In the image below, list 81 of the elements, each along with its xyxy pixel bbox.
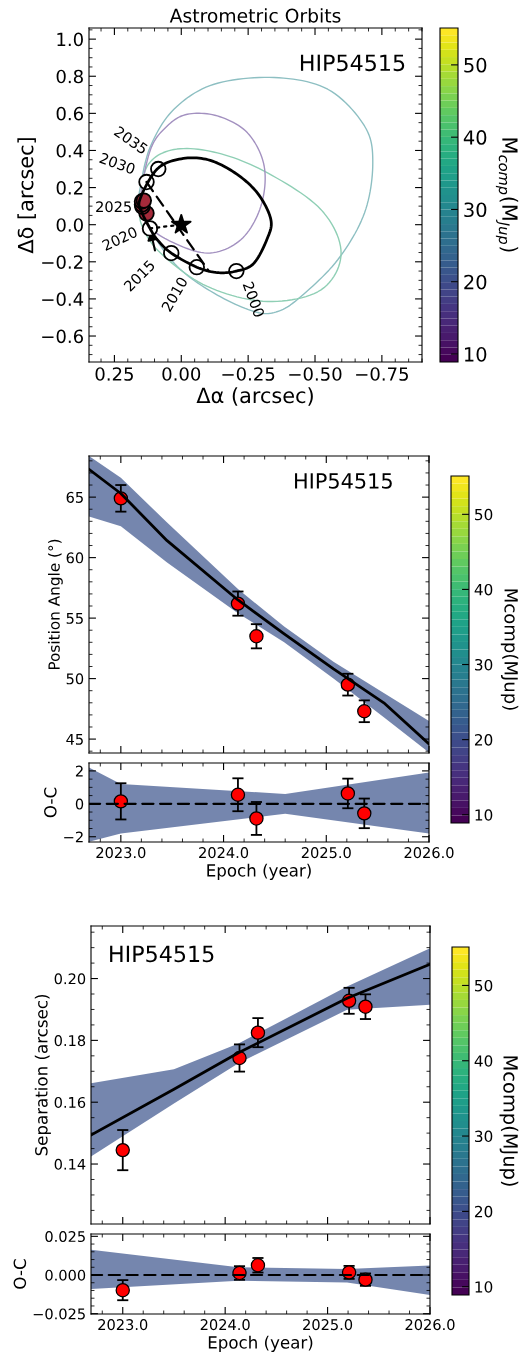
y-tick-label: 50 xyxy=(66,673,84,685)
point xyxy=(357,704,372,719)
point xyxy=(249,629,264,644)
color-bar-title: Mcomp(MJup) xyxy=(500,589,519,710)
y-tick-label: 0.2 xyxy=(56,181,83,195)
y-tick-label: 45 xyxy=(66,734,83,745)
color-bar-title: M$_{comp}$(M$_{Jup}$) xyxy=(495,138,519,252)
x-axis-title: Epoch (year) xyxy=(207,863,311,880)
y-axis-title: O-C xyxy=(13,1259,27,1289)
y-tick-label: 0.8 xyxy=(56,69,83,84)
y-tick-label: 65 xyxy=(66,491,83,503)
x-tick-label: −0.25 xyxy=(222,367,275,381)
color-bar-label: 50 xyxy=(475,979,493,992)
color-bar-label: 20 xyxy=(464,274,487,290)
color-bar-title: Mcomp(MJup) xyxy=(499,1056,519,1186)
y-axis-title: O-C xyxy=(44,787,57,818)
x-tick-label: 2023.0 xyxy=(98,1319,148,1331)
x-tick-label: −0.50 xyxy=(289,367,342,381)
x-tick-label: 2024.0 xyxy=(199,847,249,859)
y-tick-label: −2 xyxy=(64,831,83,843)
y-tick-label: −0.025 xyxy=(33,1308,85,1320)
y-tick-label: 0.025 xyxy=(45,1231,85,1243)
color-bar-label: 50 xyxy=(475,508,493,521)
annotation: 2025 xyxy=(96,201,131,213)
annotation: HIP54515 xyxy=(295,473,392,489)
annotation: HIP54515 xyxy=(300,54,405,72)
color-bar-label: 40 xyxy=(474,583,493,596)
y-tick-label: 0 xyxy=(75,798,84,810)
annotation: 2020 xyxy=(101,226,139,251)
color-bar-label: 10 xyxy=(475,809,493,821)
annotation: 2030 xyxy=(99,152,136,175)
color-bar-label: 40 xyxy=(474,1055,493,1067)
x-tick-label: 2026.0 xyxy=(404,847,454,859)
x-tick-label: 0.25 xyxy=(95,367,133,381)
color-bar-label: 20 xyxy=(474,734,493,746)
annotation: 2000 xyxy=(242,281,265,318)
y-axis-title: Separation (arcsec) xyxy=(34,995,51,1156)
y-tick-label: 1.0 xyxy=(57,32,83,47)
x-axis-title: Δα (arcsec) xyxy=(196,387,313,406)
y-tick-label: 0.000 xyxy=(45,1269,86,1281)
point xyxy=(115,1282,130,1298)
color-bar-label: 20 xyxy=(474,1205,493,1218)
x-axis-title: Epoch (year) xyxy=(208,1335,313,1352)
y-axis-title: Position Angle (°) xyxy=(48,539,63,670)
color-bar-label: 10 xyxy=(465,347,487,362)
x-tick-label: 2025.0 xyxy=(303,1319,353,1331)
y-tick-label: 0.4 xyxy=(56,143,84,158)
y-tick-label: −0.6 xyxy=(42,329,83,344)
y-tick-label: 0.14 xyxy=(54,1158,86,1170)
y-tick-label: 0.6 xyxy=(56,106,83,121)
y-tick-label: 55 xyxy=(66,613,83,624)
y-tick-label: −0.2 xyxy=(42,255,83,269)
color-bar-label: 40 xyxy=(463,130,487,145)
x-tick-label: −0.75 xyxy=(356,367,408,381)
x-tick-label: 2023.0 xyxy=(96,847,146,859)
x-tick-label: 0.00 xyxy=(162,367,201,381)
y-tick-label: 0.18 xyxy=(54,1035,86,1047)
chart-title: Astrometric Orbits xyxy=(169,8,341,23)
y-tick-label: 60 xyxy=(66,552,84,564)
point xyxy=(357,806,372,821)
point xyxy=(250,1025,266,1040)
point xyxy=(340,786,356,801)
x-tick-label: 2026.0 xyxy=(405,1319,455,1331)
color-bar-label: 30 xyxy=(464,202,487,218)
y-tick-label: 0.16 xyxy=(54,1096,86,1108)
color-bar-label: 30 xyxy=(475,1130,493,1143)
y-tick-label: 2 xyxy=(75,765,83,777)
x-tick-label: 2024.0 xyxy=(200,1319,250,1331)
color-bar-label: 30 xyxy=(475,658,493,671)
annotation: HIP54515 xyxy=(110,945,214,963)
point xyxy=(249,811,264,826)
x-tick-label: 2025.0 xyxy=(301,847,351,859)
y-tick-label: 0.20 xyxy=(54,973,86,985)
y-tick-label: −0.4 xyxy=(42,292,84,307)
point xyxy=(230,787,246,802)
y-axis-title: Δδ [arcsec] xyxy=(17,138,36,254)
color-bar-label: 10 xyxy=(475,1281,493,1293)
point xyxy=(115,1142,130,1158)
y-tick-label: 0.0 xyxy=(56,218,83,232)
color-bar-label: 50 xyxy=(464,57,487,73)
point xyxy=(358,999,373,1014)
